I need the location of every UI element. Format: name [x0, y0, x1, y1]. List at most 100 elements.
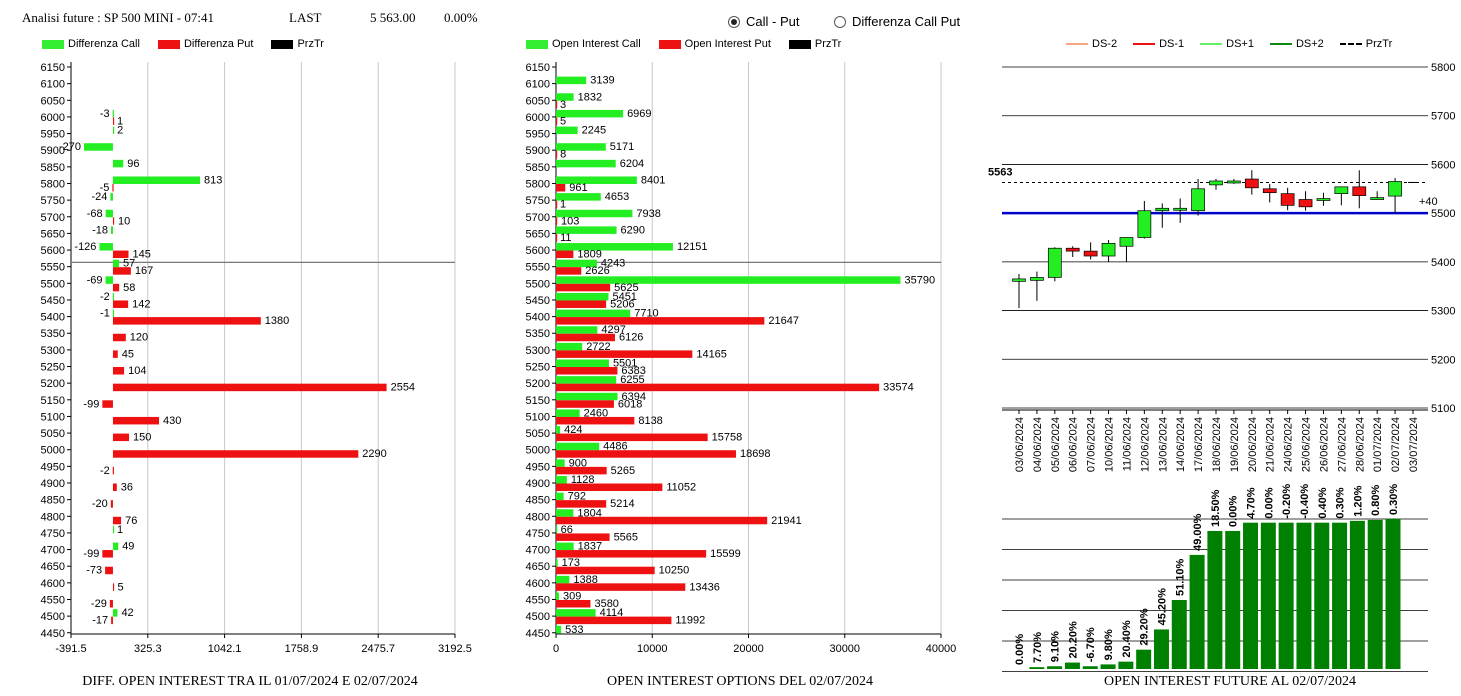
diff-strike-label: 6000 [41, 112, 65, 124]
diff-bar [112, 283, 120, 292]
diff-strike-label: 5350 [41, 328, 65, 340]
oi-bar-label: 15758 [712, 432, 743, 444]
oi-strike-label: 5700 [526, 212, 550, 224]
legend-label: Differenza Put [183, 38, 254, 50]
diff-xtick-label: -391.5 [55, 643, 86, 655]
candle-date-label: 28/06/2024 [1354, 417, 1366, 472]
oi-bar-label: 5206 [610, 298, 634, 310]
candle-body [1191, 188, 1205, 212]
candle-date-label: 05/06/2024 [1050, 417, 1062, 472]
diff-strike-label: 4500 [41, 611, 65, 623]
oi-bar-label: 4114 [600, 607, 624, 619]
future-bar [1136, 649, 1152, 669]
diff-bar-label: 10 [118, 215, 130, 227]
oi-bar [556, 400, 614, 408]
oi-bar [556, 233, 558, 242]
diff-strike-label: 5800 [41, 178, 65, 190]
oi-chart-title: OPEN INTEREST OPTIONS DEL 02/07/2024 [607, 674, 873, 689]
candle-body [1227, 180, 1241, 184]
oi-bar [556, 516, 768, 525]
future-bar [1189, 554, 1205, 669]
radio-diff-call-put[interactable]: Differenza Call Put [834, 14, 960, 29]
legend-label: DS+1 [1226, 38, 1254, 50]
oi-bar [556, 259, 597, 268]
oi-bar [556, 100, 558, 109]
legend-line [1200, 43, 1223, 45]
diff-bar-label: 1380 [265, 315, 289, 327]
diff-bar [112, 466, 114, 475]
diff-bar [112, 217, 115, 225]
future-bar-label: -0.20% [1281, 484, 1293, 519]
diff-strike-label: 5750 [41, 195, 65, 207]
oi-bar [556, 143, 606, 151]
diff-bar [112, 126, 115, 135]
radio-call-put[interactable]: Call - Put [728, 14, 799, 29]
candle-ytick-label: 5600 [1431, 159, 1455, 171]
oi-bar-label: 6969 [627, 108, 651, 120]
future-bar [1296, 522, 1312, 669]
future-bar [1171, 599, 1187, 669]
diff-bar-label: 96 [127, 158, 139, 170]
future-chart-title: OPEN INTEREST FUTURE AL 02/07/2024 [1103, 674, 1356, 689]
diff-bar [112, 317, 261, 325]
legend-swatch [658, 39, 681, 49]
diff-bar [99, 243, 113, 251]
oi-bar-label: 13436 [689, 581, 720, 593]
oi-bar [556, 326, 598, 334]
diff-strike-label: 4700 [41, 545, 65, 557]
oi-bar-label: 533 [565, 624, 583, 636]
oi-bar-label: 6126 [619, 332, 643, 344]
oi-bar-label: 6394 [622, 391, 646, 403]
oi-bar [556, 383, 880, 392]
legend-diff: Differenza Call Differenza Put PrzTr [42, 38, 324, 50]
future-bar [1207, 530, 1223, 669]
oi-bar-label: 6290 [621, 224, 645, 236]
diff-bar-label: 145 [132, 249, 150, 261]
oi-bar [556, 592, 559, 600]
future-bar-label: 49.00% [1192, 513, 1204, 551]
diff-bar-label: 76 [125, 515, 137, 527]
diff-bar-label: -126 [74, 241, 96, 253]
oi-strike-label: 6150 [526, 62, 550, 74]
candle-body [1047, 247, 1062, 278]
oi-bar-label: 21941 [771, 515, 802, 527]
oi-bar-label: 1804 [577, 507, 601, 519]
diff-bar-label: -20 [92, 498, 108, 510]
oi-bar [556, 509, 574, 517]
diff-strike-label: 4450 [41, 628, 65, 640]
oi-strike-label: 5200 [526, 378, 550, 390]
diff-bar [112, 333, 126, 342]
diff-strike-label: 5250 [41, 362, 65, 374]
diff-bar [112, 450, 359, 458]
candle-body [1280, 193, 1295, 206]
oi-bar-label: 1128 [571, 474, 595, 486]
diff-bar-label: 58 [123, 282, 135, 294]
diff-bar [102, 550, 113, 558]
diff-bar [112, 516, 122, 525]
diff-bar [112, 609, 118, 617]
future-bar [1064, 662, 1080, 669]
candle-date-label: 04/06/2024 [1032, 417, 1044, 472]
oi-bar [556, 109, 624, 118]
candle-ytick-label: 5800 [1431, 62, 1455, 74]
oi-bar [556, 575, 570, 584]
oi-strike-label: 5650 [526, 228, 550, 240]
future-bar-label: 0.00% [1228, 496, 1240, 527]
oi-strike-label: 6050 [526, 95, 550, 107]
candle-body [1298, 199, 1313, 208]
oi-bar-label: 7938 [636, 208, 660, 220]
legend-label: Differenza Call [68, 38, 140, 50]
candle-date-label: 11/06/2024 [1121, 417, 1133, 471]
oi-bar-label: 5451 [612, 291, 636, 303]
candle-date-label: 18/06/2024 [1211, 417, 1223, 472]
diff-bar [112, 542, 119, 551]
candle-body [1334, 186, 1349, 195]
oi-bar-label: 8138 [638, 415, 662, 427]
diff-bar-label: 150 [133, 432, 151, 444]
diff-bar-label: -99 [83, 548, 99, 560]
diff-bar-label: 57 [123, 258, 135, 270]
diff-strike-label: 4900 [41, 478, 65, 490]
future-bar-label: 0.30% [1388, 484, 1400, 515]
oi-bar [556, 550, 707, 558]
diff-bar-label: -270 [59, 141, 81, 153]
